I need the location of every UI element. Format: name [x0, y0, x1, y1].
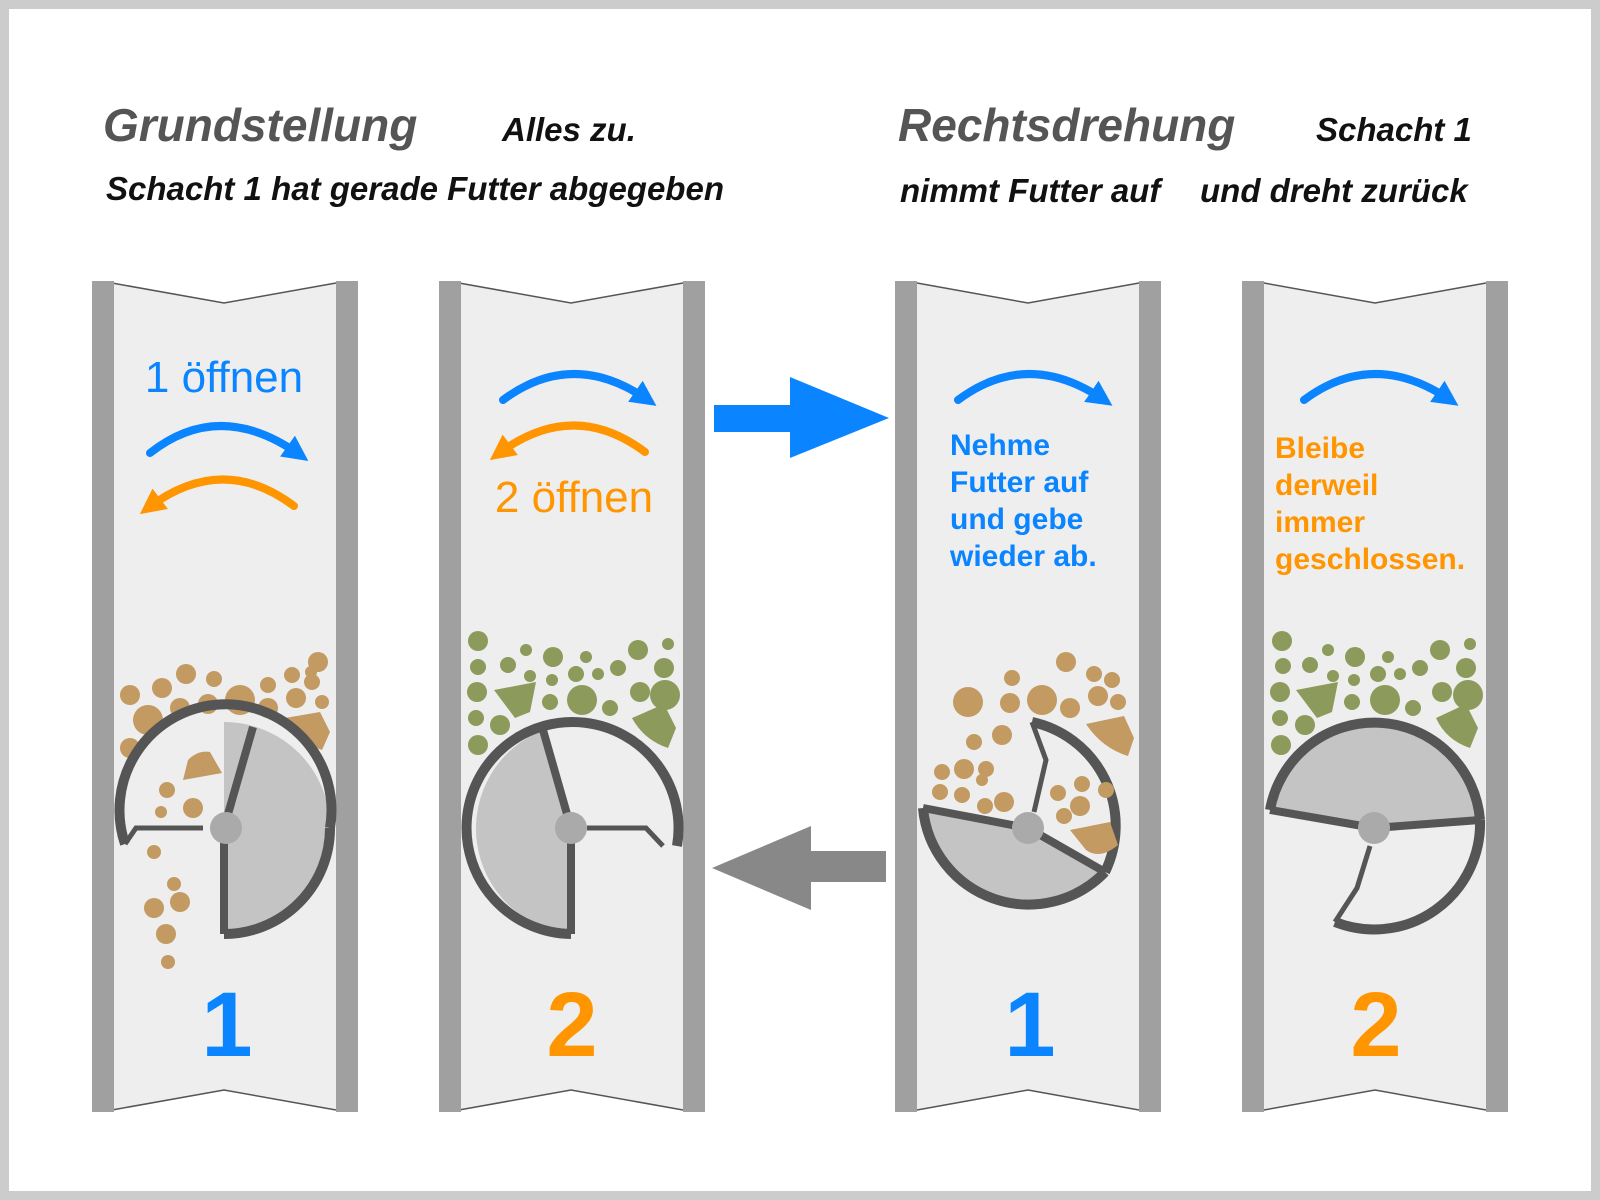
falling-food: [144, 845, 190, 969]
rotate-right-arrow-icon: [954, 370, 1113, 406]
shaft-wall: [895, 281, 917, 1112]
shaft-number: 2: [1350, 974, 1401, 1076]
shaft-note: Bleibe derweil immer geschlossen.: [1275, 432, 1465, 576]
shaft-number: 1: [201, 974, 252, 1076]
rotor-valve: [1265, 717, 1486, 935]
shaft-number: 1: [1004, 974, 1055, 1076]
subtitle-dreht-zurueck: und dreht zurück: [1200, 172, 1468, 209]
rotate-right-arrow-icon: [146, 422, 309, 461]
food-pile: [1270, 631, 1483, 755]
status-alles-zu: Alles zu.: [502, 111, 636, 148]
rotor-valve: [461, 717, 684, 939]
rotor-valve: [918, 717, 1121, 910]
rotate-right-arrow-icon: [499, 370, 657, 406]
shaft-wall: [1139, 281, 1161, 1112]
food-pile: [467, 631, 680, 755]
shaft-wall: [683, 281, 705, 1112]
title-rechtsdrehung: Rechtsdrehung: [898, 99, 1236, 151]
shaft-2-rechtsdrehung: Bleibe derweil immer geschlossen.: [1242, 281, 1508, 1112]
food-pile: [932, 652, 1134, 814]
shaft-wall: [1242, 281, 1264, 1112]
arrow-right-icon: [714, 377, 889, 458]
shaft-number: 2: [546, 974, 597, 1076]
subtitle-schacht1-abgegeben: Schacht 1 hat gerade Futter abgegeben: [106, 170, 724, 207]
rotor-valve: [114, 699, 337, 939]
shaft-note: 1 öffnen: [145, 353, 303, 402]
rotate-left-arrow-icon: [139, 475, 298, 515]
shaft-wall: [336, 281, 358, 1112]
shaft-2-grundstellung: 2 öffnen 2: [439, 281, 705, 1112]
rotate-left-arrow-icon: [489, 421, 649, 461]
shaft-wall: [1486, 281, 1508, 1112]
shaft-wall: [92, 281, 114, 1112]
shaft-note: Nehme Futter auf und gebe wieder ab.: [949, 429, 1097, 573]
shaft-1-rechtsdrehung: Nehme Futter auf und gebe wieder ab.: [895, 281, 1161, 1112]
shaft-wall: [439, 281, 461, 1112]
arrow-left-icon: [712, 826, 886, 910]
title-grundstellung: Grundstellung: [103, 99, 418, 151]
shaft-note: 2 öffnen: [495, 473, 653, 522]
status-schacht1: Schacht 1: [1316, 111, 1472, 148]
subtitle-nimmt-futter: nimmt Futter auf: [900, 172, 1161, 209]
rotate-right-arrow-icon: [1300, 370, 1459, 406]
shaft-1-grundstellung: 1 öffnen 1: [92, 281, 358, 1112]
